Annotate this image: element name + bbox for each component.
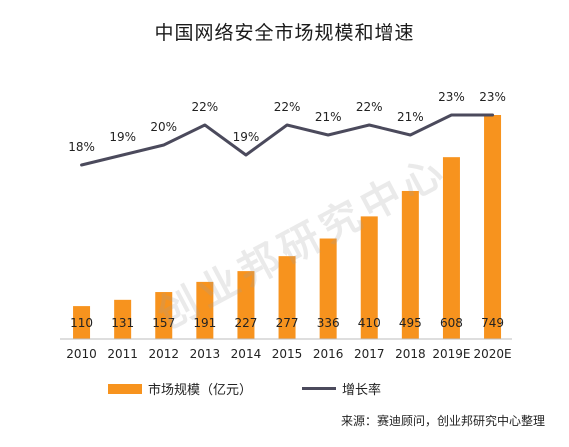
- bar-value-label-2013: 191: [193, 316, 216, 330]
- x-ticks-layer: 2010 2011 2012 2013 2014 2015 2016 2017 2018 2019…: [66, 347, 511, 361]
- bar-2010: [73, 306, 91, 339]
- x-tick-label-2013: 2013: [190, 347, 221, 361]
- x-tick-label-2018: 2018: [395, 347, 426, 361]
- bar-2012: [155, 292, 173, 339]
- bar-2020E: [484, 115, 502, 339]
- legend-item-growth-rate: 增长率: [302, 379, 381, 398]
- bar-value-label-2010: 110: [70, 316, 93, 330]
- bar-2017: [360, 216, 378, 339]
- line-layer: 18% 19% 20% 22% 19% 22% 21% 22% 21% 23% 23%: [68, 90, 506, 167]
- rate-label-2018: 21%: [397, 110, 424, 124]
- x-tick-label-2015: 2015: [272, 347, 303, 361]
- rate-label-2013: 22%: [192, 100, 219, 114]
- x-tick-label-2011: 2011: [107, 347, 138, 361]
- bar-2013: [196, 281, 214, 339]
- bar-2019E: [442, 157, 460, 339]
- rate-label-2010: 18%: [68, 140, 95, 154]
- bar-value-label-2017: 410: [358, 316, 381, 330]
- chart-title: 中国网络安全市场规模和增速: [154, 22, 415, 44]
- bar-2015: [278, 256, 296, 339]
- x-tick-label-2014: 2014: [231, 347, 262, 361]
- bar-value-label-2019E: 608: [440, 316, 463, 330]
- bars-layer: [73, 115, 502, 339]
- growth-rate-line: [80, 113, 495, 167]
- rate-label-2017: 22%: [356, 100, 383, 114]
- bar-value-label-2020E: 749: [481, 316, 504, 330]
- x-tick-label-2010: 2010: [66, 347, 97, 361]
- legend-bar-swatch: [108, 383, 142, 394]
- bar-value-label-2015: 277: [276, 316, 299, 330]
- x-tick-label-2020E: 2020E: [473, 347, 511, 361]
- rate-label-2011: 19%: [109, 130, 136, 144]
- bar-2011: [114, 299, 132, 339]
- x-tick-label-2016: 2016: [313, 347, 344, 361]
- rate-label-2014: 19%: [233, 130, 260, 144]
- bar-value-label-2014: 227: [234, 316, 257, 330]
- bar-value-label-2018: 495: [399, 316, 422, 330]
- legend: 市场规模（亿元） 增长率: [0, 377, 569, 399]
- rate-label-2015: 22%: [274, 100, 301, 114]
- rate-label-2016: 21%: [315, 110, 342, 124]
- bar-2014: [237, 271, 255, 339]
- bar-labels-layer: 110 131 157 191 227 277 336 410 495 608 749: [70, 316, 504, 330]
- x-tick-label-2019E: 2019E: [432, 347, 470, 361]
- bar-2016: [319, 238, 337, 339]
- legend-label-market-size: 市场规模（亿元）: [148, 383, 253, 398]
- legend-item-market-size: 市场规模（亿元）: [108, 379, 252, 398]
- bar-value-label-2016: 336: [317, 316, 340, 330]
- legend-label-growth-rate: 增长率: [342, 383, 382, 398]
- legend-line-swatch: [302, 387, 336, 390]
- rate-label-2012: 20%: [150, 120, 177, 134]
- source-note: 来源：赛迪顾问，创业邦研究中心整理: [340, 414, 545, 428]
- bar-value-label-2012: 157: [152, 316, 175, 330]
- x-tick-label-2017: 2017: [354, 347, 385, 361]
- rate-label-2019E: 23%: [438, 90, 465, 104]
- rate-label-2020E: 23%: [479, 90, 506, 104]
- x-tick-label-2012: 2012: [148, 347, 179, 361]
- bar-value-label-2011: 131: [111, 316, 134, 330]
- bar-2018: [401, 190, 419, 339]
